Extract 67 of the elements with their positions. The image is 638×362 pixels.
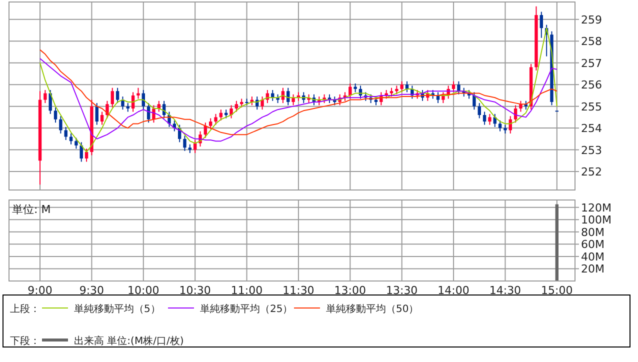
x-tick-label: 9:30 [79, 284, 104, 297]
x-tick-label: 11:00 [230, 284, 263, 297]
y-tick-label: 60M [581, 238, 604, 252]
x-tick-label: 14:00 [438, 284, 470, 297]
candlestick [348, 83, 352, 100]
y-tick-label: 255 [581, 100, 602, 114]
candlestick [230, 104, 233, 119]
y-tick-label: 257 [581, 56, 602, 70]
candlestick [488, 113, 492, 126]
y-tick-label: 253 [581, 144, 602, 157]
candlestick [400, 80, 404, 93]
candlestick [457, 80, 460, 95]
candlestick [64, 126, 68, 141]
y-tick-label: 254 [581, 122, 602, 136]
candlestick [110, 87, 114, 108]
legend-label: 単純移動平均（5） [74, 303, 160, 315]
y-tick-label: 100M [581, 214, 612, 227]
x-tick-label: 9:00 [28, 284, 52, 297]
candlestick [54, 106, 58, 124]
candlestick [519, 100, 522, 112]
y-tick-label: 120M [581, 201, 612, 214]
y-tick-label: 20M [581, 262, 604, 276]
candlestick [540, 11, 543, 38]
candlestick [59, 116, 62, 134]
legend-title: 上段： [10, 303, 40, 315]
y-tick-label: 256 [581, 78, 602, 92]
y-tick-label: 258 [581, 35, 602, 48]
candlestick [260, 96, 264, 110]
x-tick-label: 10:30 [179, 284, 211, 297]
x-tick-label: 13:30 [386, 284, 418, 297]
x-tick-label: 11:30 [282, 284, 314, 297]
candlestick [234, 100, 238, 112]
y-tick-label: 259 [581, 13, 602, 26]
candlestick [84, 148, 88, 162]
legend-label: 出来高 単位:(M株/口/枚) [74, 335, 184, 347]
candlestick [214, 113, 218, 126]
candlestick [478, 102, 481, 119]
candlestick [498, 120, 502, 132]
y-tick-label: 252 [581, 166, 602, 179]
candlestick [193, 140, 197, 154]
candlestick [472, 92, 476, 110]
y-tick-label: 40M [581, 250, 604, 264]
candlestick [452, 80, 456, 93]
candlestick [482, 111, 486, 126]
candlestick [116, 87, 120, 104]
candlestick [100, 111, 104, 126]
line-series [40, 49, 558, 136]
candlestick [183, 135, 186, 152]
legend-label: 単純移動平均（25） [200, 303, 293, 315]
candlestick [121, 96, 124, 110]
annotation: 単位: M [12, 203, 51, 216]
legend-title: 下段： [10, 335, 40, 347]
candlestick [208, 118, 212, 130]
candlestick [106, 100, 109, 119]
x-tick-label: 13:00 [334, 284, 366, 297]
x-tick-label: 14:30 [489, 284, 522, 297]
candlestick [74, 137, 78, 150]
line-series [40, 58, 558, 142]
candlestick [95, 102, 98, 126]
x-tick-label: 15:00 [541, 284, 573, 297]
legend-label: 単純移動平均（50） [326, 303, 419, 315]
candlestick [136, 87, 140, 100]
candlestick [44, 90, 47, 104]
candlestick [292, 94, 295, 106]
candlestick [442, 92, 445, 104]
y-tick-label: 80M [581, 226, 604, 239]
x-tick-label: 10:00 [128, 284, 160, 297]
